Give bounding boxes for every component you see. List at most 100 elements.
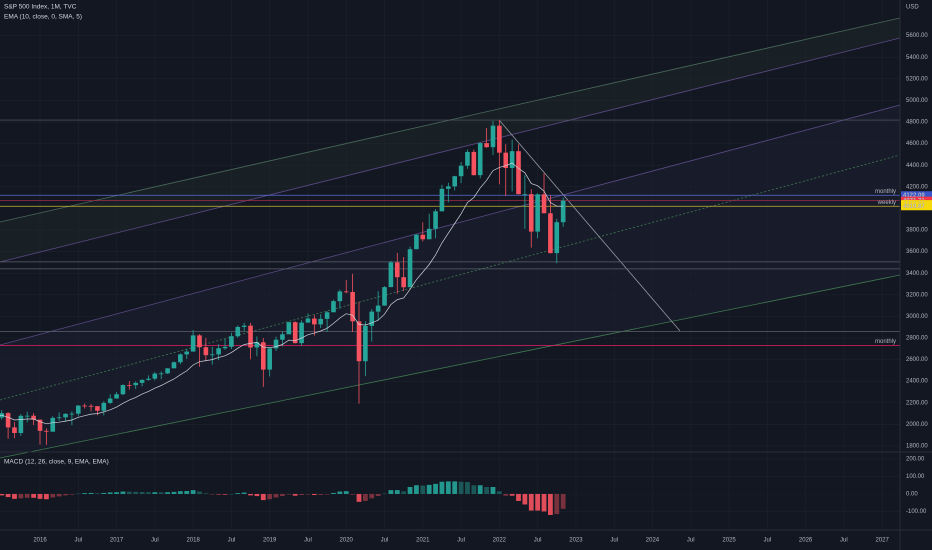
macd-bar — [471, 485, 477, 494]
macd-bar — [114, 492, 119, 494]
macd-bar — [229, 493, 234, 495]
y-tick-label: 3600.00 — [906, 249, 928, 255]
macd-bar — [318, 493, 324, 495]
candle-body — [446, 186, 451, 189]
macd-bar — [305, 493, 311, 495]
candle-body — [477, 143, 483, 176]
y-tick-label: 2800.00 — [906, 336, 928, 342]
chart-title: S&P 500 Index, 1M, TVC — [4, 4, 77, 11]
x-tick-label: 2025 — [722, 538, 736, 544]
candle-body — [337, 291, 343, 302]
candle-body — [184, 351, 190, 355]
trend-line — [0, 104, 901, 346]
macd-bar — [18, 493, 24, 499]
candle-body — [82, 405, 87, 407]
indicator-title: EMA (10, close, 0, SMA, 5) — [4, 14, 82, 21]
y-tick-label: 100.00 — [906, 474, 925, 480]
macd-bar — [235, 493, 241, 494]
candle-body — [261, 342, 266, 370]
candle-body — [407, 249, 413, 288]
candle-body — [114, 394, 119, 399]
macd-bar — [356, 493, 362, 502]
macd-bar — [375, 493, 381, 497]
x-tick-label: Jul — [74, 538, 82, 544]
candle-body — [120, 385, 126, 395]
macd-bar — [369, 493, 375, 499]
candle-body — [528, 194, 534, 232]
macd-bar — [541, 493, 547, 512]
candle-body — [414, 234, 419, 250]
x-tick-label: Jul — [304, 538, 312, 544]
macd-bar — [414, 485, 419, 494]
y-tick-label: 3400.00 — [906, 271, 928, 277]
macd-bar — [222, 493, 228, 495]
candle-body — [554, 222, 560, 254]
candle-body — [292, 322, 298, 344]
y-tick-label: 3000.00 — [906, 314, 928, 320]
candle-body — [241, 325, 247, 327]
macd-bar — [190, 490, 196, 494]
macd-bar — [260, 493, 266, 501]
x-tick-label: Jul — [610, 538, 618, 544]
candle-body — [95, 406, 100, 411]
macd-bar — [528, 493, 534, 511]
macd-bar — [101, 492, 107, 494]
y-tick-label: 2400.00 — [906, 379, 928, 385]
x-tick-label: 2016 — [33, 538, 47, 544]
price-tag-label: 4122.09 — [903, 193, 925, 199]
candle-body — [299, 322, 304, 344]
y-tick-label: 3200.00 — [906, 292, 928, 298]
y-tick-label: 2200.00 — [906, 400, 928, 406]
macd-bar — [516, 493, 521, 501]
macd-bar — [273, 493, 279, 498]
macd-bar — [452, 481, 458, 494]
macd-bar — [69, 493, 75, 495]
macd-bar — [465, 482, 470, 494]
macd-bar — [388, 490, 394, 494]
level-label: weekly — [877, 200, 896, 206]
y-tick-label: 5400.00 — [906, 55, 928, 61]
macd-bar — [554, 493, 560, 515]
macd-bar — [203, 493, 209, 494]
macd-bar — [12, 493, 17, 499]
candle-body — [190, 335, 196, 352]
y-tick-label: 4200.00 — [906, 184, 928, 190]
macd-bar — [56, 493, 62, 497]
macd-bar — [286, 493, 292, 495]
candle-body — [331, 301, 336, 313]
macd-bar — [177, 491, 183, 494]
candle-body — [165, 368, 170, 374]
macd-bar — [88, 492, 94, 494]
macd-bar — [37, 493, 43, 499]
macd-bar — [120, 491, 126, 494]
macd-bar — [484, 486, 489, 494]
y-tick-label: 4400.00 — [906, 163, 928, 169]
y-tick-label: 5200.00 — [906, 76, 928, 82]
macd-bar — [362, 493, 368, 501]
macd-bar — [216, 493, 222, 495]
macd-bar — [267, 493, 273, 500]
macd-bar — [522, 493, 528, 505]
macd-bar — [382, 493, 387, 495]
macd-bar — [439, 481, 445, 494]
x-tick-label: Jul — [534, 538, 542, 544]
x-tick-label: 2017 — [110, 538, 124, 544]
x-tick-label: Jul — [763, 538, 771, 544]
candle-body — [171, 362, 177, 369]
candle-body — [50, 417, 56, 432]
candle-body — [139, 379, 145, 383]
macd-bar — [158, 492, 164, 494]
macd-bar — [401, 491, 407, 494]
unit-label: USD — [906, 5, 919, 11]
candle-body — [363, 325, 368, 362]
candle-body — [146, 378, 151, 380]
macd-bar — [24, 493, 30, 498]
macd-bar — [548, 493, 553, 515]
candle-body — [197, 335, 202, 348]
candle-body — [18, 415, 24, 433]
candle-body — [24, 415, 30, 417]
y-tick-label: 4800.00 — [906, 120, 928, 126]
candle-body — [350, 291, 355, 322]
candle-body — [560, 200, 566, 223]
